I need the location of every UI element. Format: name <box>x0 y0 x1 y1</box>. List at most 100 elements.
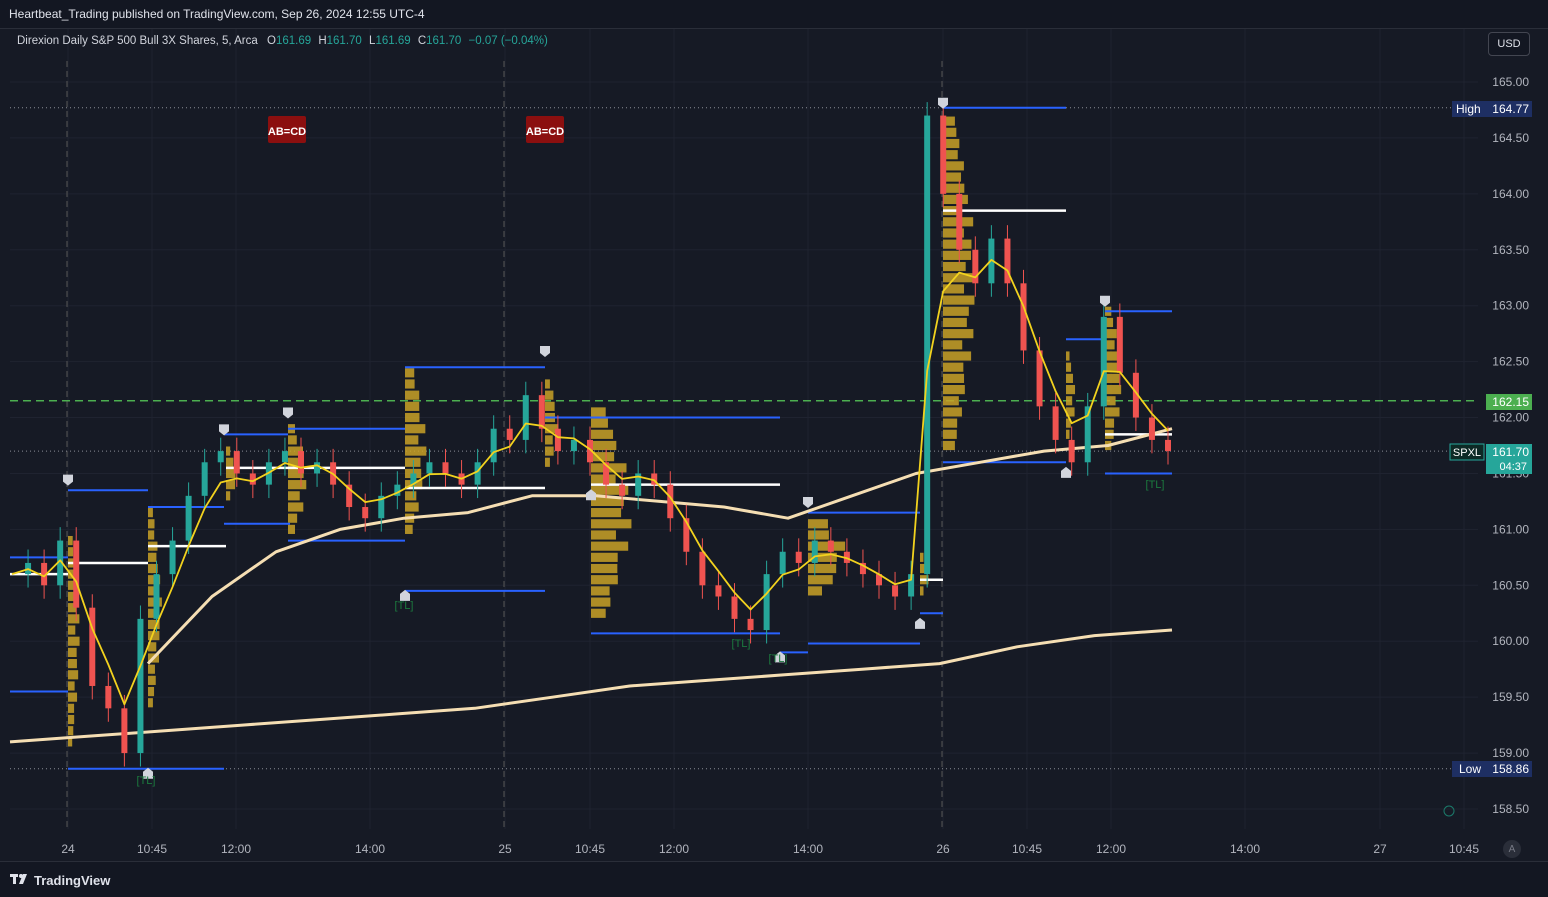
volume-profile-bar <box>1066 429 1070 439</box>
x-tick-label: 27 <box>1373 842 1387 856</box>
volume-profile-bar <box>920 586 924 596</box>
last-price-value: 161.70 <box>1492 445 1529 459</box>
volume-profile-bar <box>943 172 962 182</box>
volume-profile-bar <box>148 519 155 529</box>
pivot-marker-icon <box>775 651 785 663</box>
volume-profile-bar <box>943 407 962 417</box>
volume-profile-bar <box>68 591 77 602</box>
open-value: 161.69 <box>275 35 312 47</box>
volume-profile-bar <box>1066 362 1072 372</box>
candle-body <box>972 249 979 284</box>
volume-profile-bar <box>545 390 554 400</box>
volume-profile-bar <box>943 329 974 339</box>
candle-body <box>73 540 80 608</box>
symbol-badge <box>1449 443 1485 461</box>
volume-profile-bar <box>920 552 924 562</box>
volume-profile-bar <box>68 614 80 624</box>
y-tick-label: 163.00 <box>1492 299 1529 313</box>
volume-profile-bar <box>226 491 231 501</box>
candle-body <box>538 395 545 429</box>
x-tick-label: 14:00 <box>355 842 385 856</box>
price-chart[interactable]: 165.00 164.50 164.00 163.50 163.00 162.50 162.… <box>0 29 1548 863</box>
candle-body <box>876 574 882 586</box>
volume-profile-bar <box>148 552 157 562</box>
pivot-marker-icon <box>400 589 410 601</box>
currency-button[interactable]: USD <box>1488 32 1530 56</box>
volume-profile-bar <box>226 446 231 456</box>
volume-profile-bar <box>943 250 972 260</box>
pivot-marker-icon <box>283 407 293 419</box>
publisher-text: Heartbeat_Trading published on TradingVi… <box>9 7 425 21</box>
tl-label: [TL] <box>1146 479 1165 491</box>
volume-profile-bar <box>591 597 611 607</box>
candle-body <box>635 473 642 496</box>
candle-body <box>490 428 497 463</box>
footer-brand[interactable]: TradingView <box>34 873 111 888</box>
x-tick-label: 25 <box>498 842 512 856</box>
pivot-marker-icon <box>915 617 925 629</box>
volume-profile-bar <box>591 563 618 574</box>
candle-body <box>651 473 658 485</box>
candle-body <box>522 395 529 440</box>
volume-profile-bar <box>545 401 555 411</box>
volume-profile-bar <box>148 608 158 618</box>
volume-profile-bar <box>148 664 155 674</box>
symbol-name[interactable]: Direxion Daily S&P 500 Bull 3X Shares, 5… <box>17 35 258 47</box>
chart-frame[interactable]: 165.00 164.50 164.00 163.50 163.00 162.50 162.… <box>0 28 1548 862</box>
volume-profile-bar <box>1105 407 1120 417</box>
auto-scale-button[interactable]: A <box>1503 840 1521 858</box>
low-label: L <box>369 35 376 47</box>
volume-profile-bar <box>591 496 624 507</box>
volume-profile-bar <box>591 429 614 439</box>
volume-profile-bar <box>1105 362 1118 372</box>
tradingview-logo-icon[interactable] <box>10 873 30 888</box>
candle-body <box>554 428 561 452</box>
candle-body <box>249 473 256 485</box>
tl-label: [TL] <box>769 653 788 665</box>
volume-profile-bar <box>68 692 78 702</box>
volume-profile-bar <box>591 508 622 518</box>
low-label: Low <box>1459 762 1481 776</box>
candle-body <box>137 618 144 754</box>
candle-body <box>89 607 96 686</box>
low-value: 161.69 <box>375 35 411 47</box>
volume-profile-bar <box>68 681 75 691</box>
volume-profile-bar <box>288 480 307 490</box>
volume-profile-bar <box>943 161 964 171</box>
volume-profile-bar <box>545 424 559 434</box>
abcd-badge <box>526 116 564 143</box>
publisher-line: Heartbeat_Trading published on TradingVi… <box>0 0 1548 28</box>
pivot-marker-icon <box>219 424 229 436</box>
candle-body <box>281 451 288 463</box>
candle-body <box>378 495 385 519</box>
volume-profile-bar <box>1105 329 1117 339</box>
candle-body <box>1084 406 1091 463</box>
x-tick-label: 10:45 <box>1012 842 1042 856</box>
volume-profile-bar <box>1105 317 1114 328</box>
low-price-badge <box>1452 761 1532 777</box>
volume-profile-bar <box>943 295 975 305</box>
x-tick-label: 24 <box>61 842 75 856</box>
volume-profile-bar <box>68 659 77 669</box>
volume-profile-bar <box>1105 351 1122 361</box>
volume-profile-bar <box>943 362 964 372</box>
volume-profile-bar <box>808 563 837 574</box>
y-tick-label: 160.50 <box>1492 578 1529 592</box>
open-label: O <box>266 35 276 47</box>
candle-body <box>827 540 834 552</box>
candle-body <box>795 551 802 563</box>
change-value: −0.07 (−0.04%) <box>468 35 548 47</box>
last-price-badge <box>1486 444 1532 474</box>
abcd-badge <box>268 116 306 143</box>
y-tick-label: 158.50 <box>1492 802 1529 816</box>
candle-body <box>747 618 754 631</box>
volume-profile-bar <box>591 519 632 529</box>
candle-body <box>1004 238 1011 284</box>
candle-body <box>442 462 449 474</box>
volume-profile-bar <box>808 586 822 596</box>
volume-profile-bar <box>591 608 606 618</box>
volume-profile-bar <box>808 552 837 562</box>
candle-body <box>1068 439 1075 463</box>
candle-body <box>201 462 208 496</box>
close-label: C <box>417 35 427 47</box>
